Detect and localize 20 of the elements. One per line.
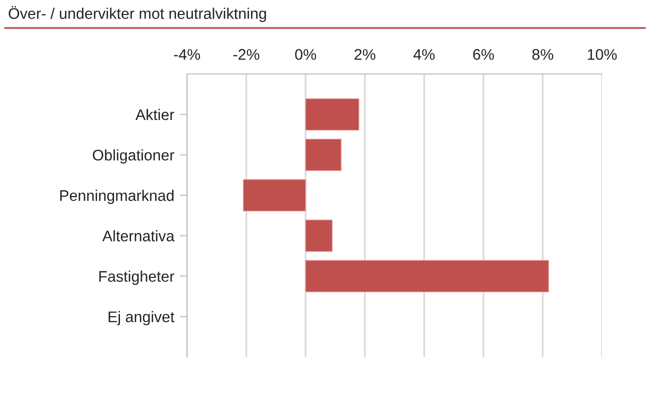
x-tick-label: 0% xyxy=(295,49,316,60)
chart-title: Över- / undervikter mot neutralviktning xyxy=(8,6,266,22)
bar xyxy=(305,138,342,171)
x-tick-label: -2% xyxy=(233,49,260,60)
bar xyxy=(305,98,360,131)
y-tick-label: Penningmarknad xyxy=(60,190,174,204)
x-tick-label: -4% xyxy=(174,49,200,60)
y-tick-label: Ej angivet xyxy=(108,311,174,326)
bar xyxy=(305,260,549,292)
x-tick-label: 10% xyxy=(588,49,617,60)
y-tick-label: Fastigheter xyxy=(99,270,174,285)
y-tick-label: Alternativa xyxy=(102,230,175,242)
x-tick-label: 6% xyxy=(473,49,494,60)
y-tick-label: Obligationer xyxy=(92,149,174,164)
y-tick-label: Aktier xyxy=(135,108,174,120)
x-tick-label: 2% xyxy=(354,49,376,60)
bar xyxy=(242,179,306,212)
bar xyxy=(305,220,333,252)
x-tick-label: 4% xyxy=(413,49,435,60)
x-tick-label: 8% xyxy=(532,49,554,60)
